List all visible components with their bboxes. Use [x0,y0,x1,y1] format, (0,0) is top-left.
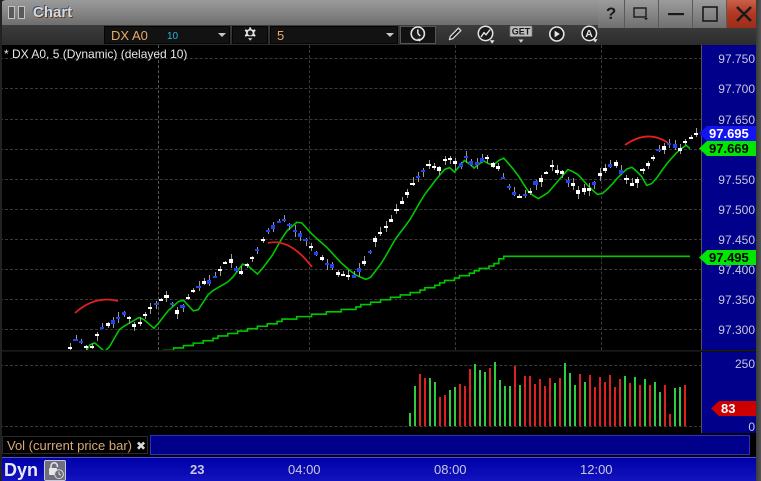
svg-text:GET: GET [512,27,531,37]
svg-text:A: A [585,28,593,40]
